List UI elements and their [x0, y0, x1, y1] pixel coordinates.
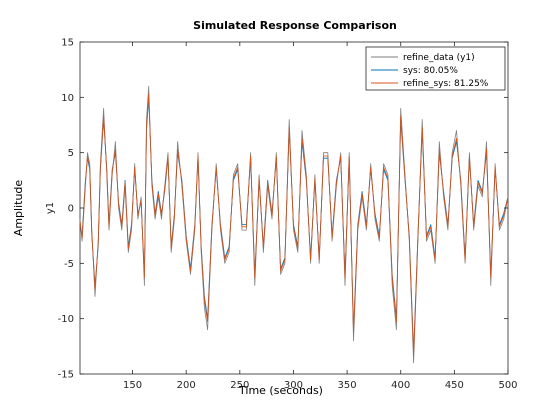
y-tick-label: -15: [58, 370, 74, 381]
legend-entries: refine_data (y1) sys: 80.05% refine_sys: 8…: [371, 53, 489, 89]
output-channel-label: y1: [45, 202, 56, 214]
legend-label-3: refine_sys: 81.25%: [403, 79, 489, 89]
series-layer: [79, 85, 509, 364]
axes-box: [79, 41, 509, 375]
x-axis-title: Time (seconds): [238, 384, 323, 397]
x-tick-label: 350: [338, 380, 357, 391]
x-tick-label: 450: [445, 380, 464, 391]
y-tick-label: 5: [68, 148, 74, 159]
legend-label-2: sys: 80.05%: [403, 66, 458, 76]
x-tick-label: 250: [230, 380, 249, 391]
legend: refine_data (y1) sys: 80.05% refine_sys: 8…: [365, 46, 506, 91]
y-tick-label: 10: [61, 93, 74, 104]
y-tick-label: -5: [64, 259, 74, 270]
chart-title: Simulated Response Comparison: [193, 19, 397, 32]
x-tick-label: 500: [498, 380, 517, 391]
y-tick-label: 0: [68, 204, 74, 215]
x-tick-label: 150: [123, 380, 142, 391]
series-line-3: [79, 93, 509, 356]
y-tick-label: 15: [61, 38, 74, 49]
x-tick-label: 300: [284, 380, 303, 391]
tick-layer: 150 200 250 300 350 400 450 500 -15 -10 -5 0 5 10 15: [58, 38, 518, 392]
y-tick-label: -10: [58, 314, 74, 325]
plot-area: 150 200 250 300 350 400 450 500 -15 -10 -5 0 5 10 15: [58, 38, 518, 392]
y-axis-title: Amplitude: [12, 180, 25, 237]
x-tick-label: 400: [391, 380, 410, 391]
legend-label-1: refine_data (y1): [403, 53, 475, 63]
x-tick-label: 200: [177, 380, 196, 391]
